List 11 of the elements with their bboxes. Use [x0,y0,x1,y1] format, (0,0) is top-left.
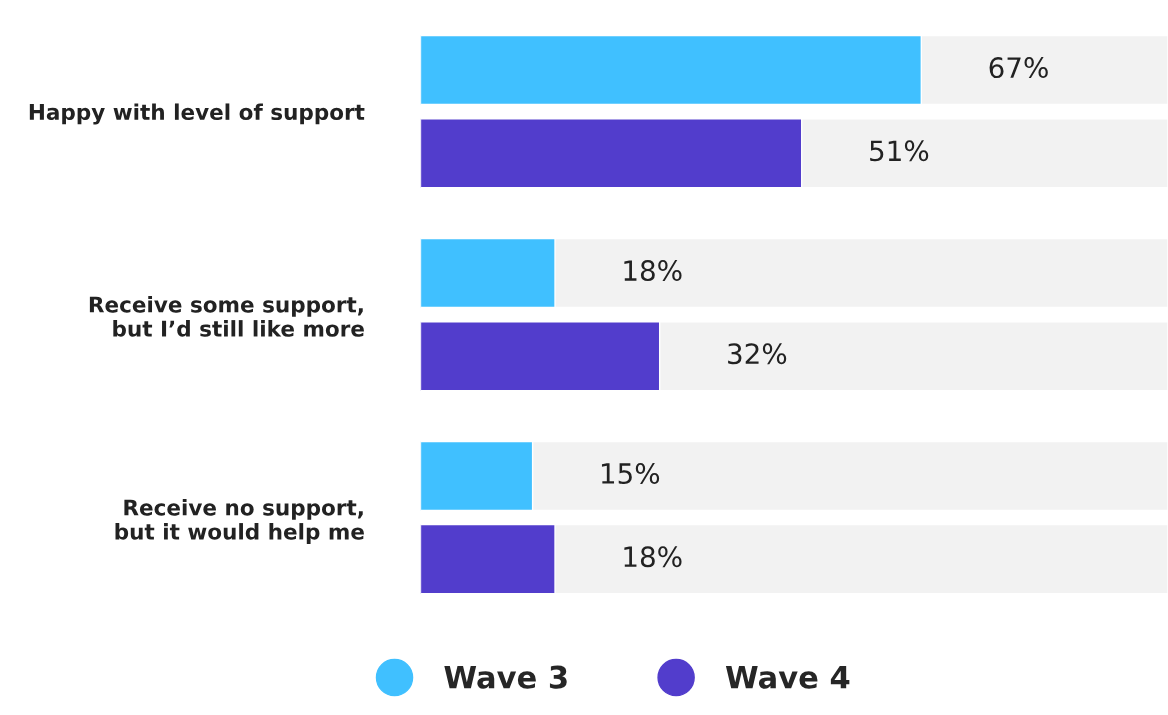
data-label: 51% [870,140,929,162]
data-label: 67% [989,57,1048,79]
legend-label: Wave 3 [444,665,567,689]
y-tick-label: Happy with level of support [29,103,365,125]
y-tick-label: Receive some support, but I’d still like more [89,296,364,337]
data-label: 18% [624,260,682,282]
legend-label: Wave 4 [725,666,850,689]
data-label: 32% [728,343,787,365]
data-label: 18% [624,546,682,568]
y-tick-label: Receive no support, but it would help me [115,498,364,544]
data-label: 15% [601,463,660,485]
